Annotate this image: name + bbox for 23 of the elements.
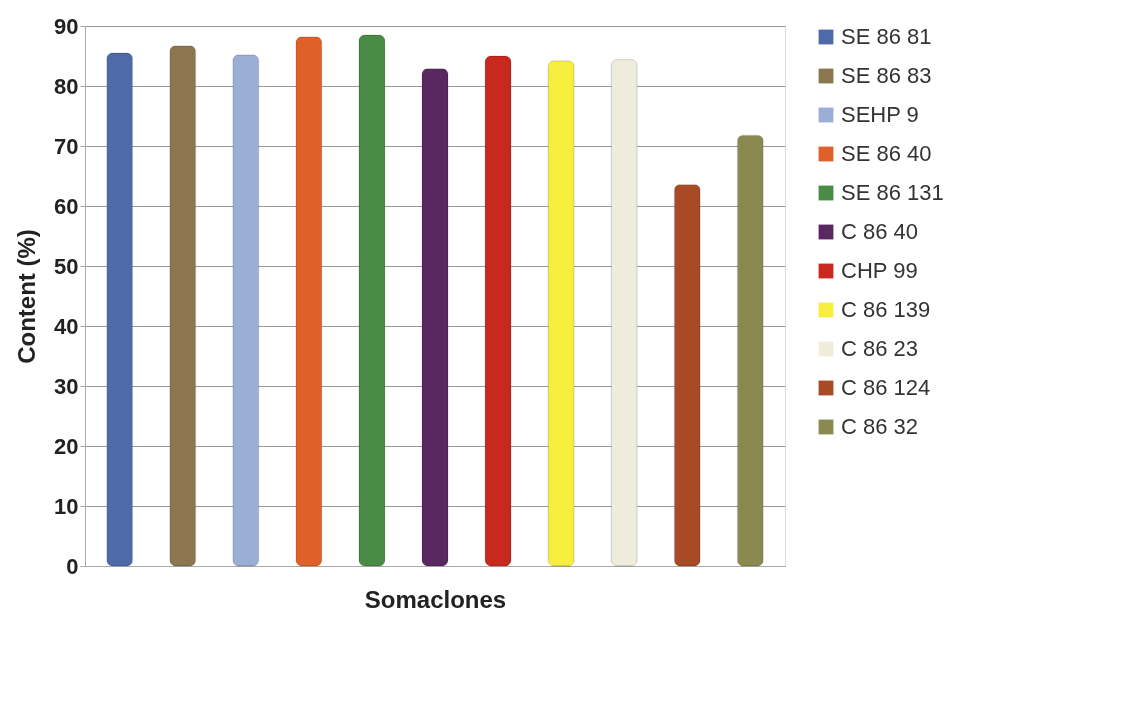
y-tick-label: 10 — [54, 493, 79, 519]
y-axis-title: Content (%) — [13, 229, 41, 364]
legend-label: CHP 99 — [841, 258, 918, 283]
y-tick-label: 40 — [54, 313, 79, 339]
legend-label: SE 86 131 — [841, 180, 944, 205]
y-tick-label: 0 — [66, 553, 79, 579]
legend-label: C 86 139 — [841, 297, 931, 322]
legend-label: C 86 124 — [841, 375, 931, 400]
y-tick-label: 70 — [54, 133, 79, 159]
legend-label: C 86 32 — [841, 414, 919, 439]
legend-label: SE 86 83 — [841, 63, 932, 88]
y-tick-label: 80 — [54, 73, 79, 99]
y-tick-label: 20 — [54, 433, 79, 459]
x-axis-title: Somaclones — [364, 585, 507, 613]
y-tick-label: 50 — [54, 253, 79, 279]
legend-label: SE 86 81 — [841, 24, 932, 49]
y-tick-label: 30 — [54, 373, 79, 399]
y-tick-label: 60 — [54, 193, 79, 219]
legend-label: C 86 40 — [841, 219, 919, 244]
legend-label: C 86 23 — [841, 336, 919, 361]
legend-label: SE 86 40 — [841, 141, 932, 166]
y-tick-label: 90 — [54, 13, 79, 39]
legend-label: SEHP 9 — [841, 102, 919, 127]
